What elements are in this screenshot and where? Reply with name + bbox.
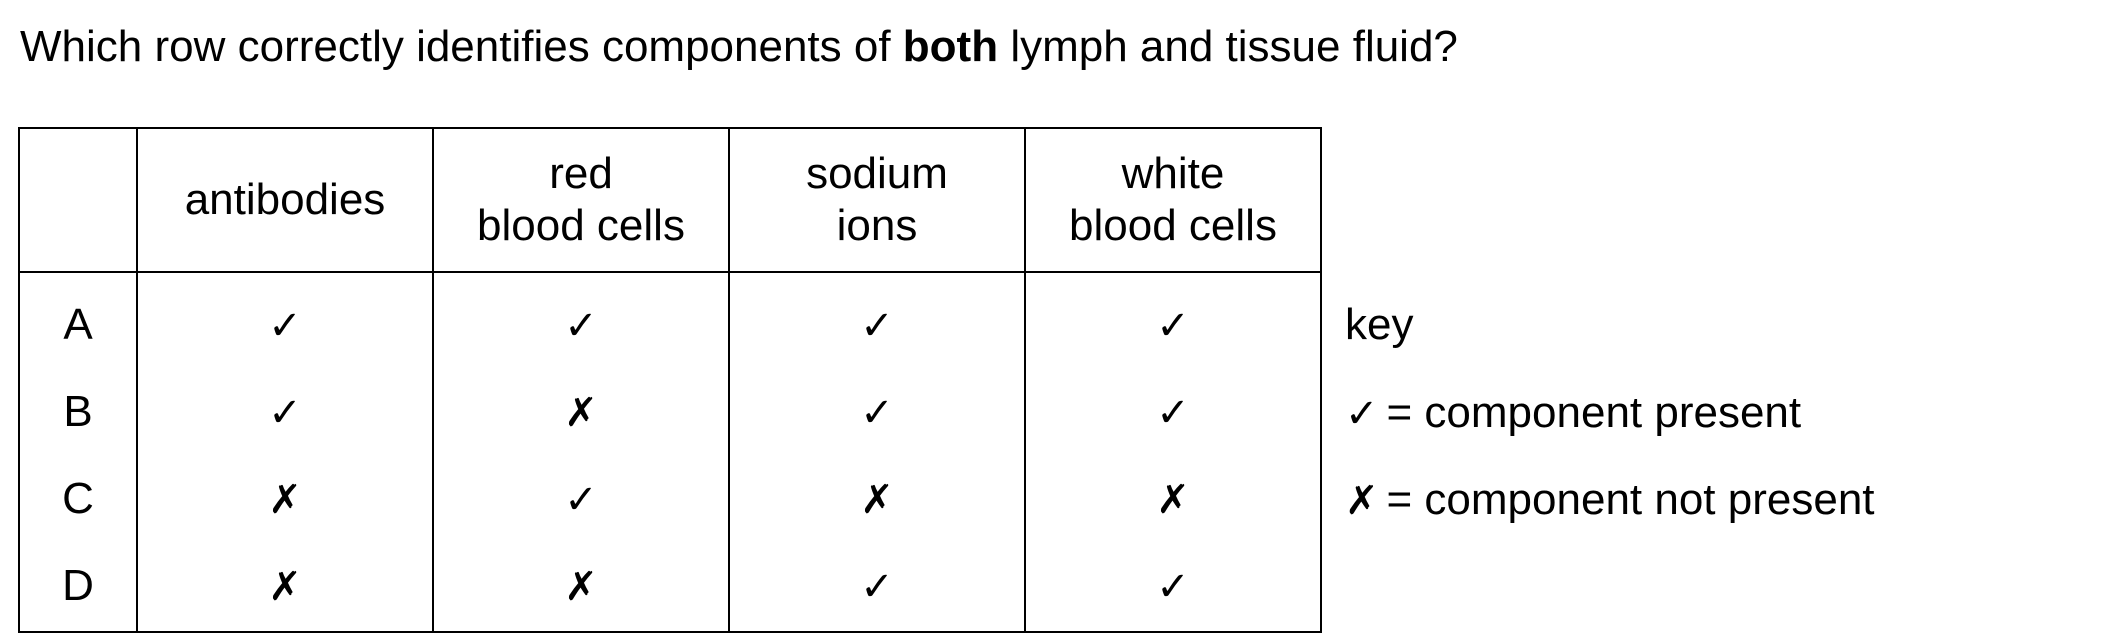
mark-icon: ✗ bbox=[564, 563, 598, 610]
row-letter: D bbox=[18, 542, 138, 633]
mark-icon: ✓ bbox=[268, 389, 302, 436]
header-red-blood-cells: red blood cells bbox=[432, 127, 730, 273]
cross-icon: ✗ bbox=[1345, 478, 1379, 524]
mark-cell: ✓ bbox=[136, 368, 434, 455]
mark-cell: ✓ bbox=[432, 455, 730, 542]
mark-cell: ✗ bbox=[1024, 455, 1322, 542]
mark-icon: ✓ bbox=[860, 389, 894, 436]
mark-icon: ✓ bbox=[564, 476, 598, 523]
mark-cell: ✓ bbox=[1024, 542, 1322, 633]
mark-icon: ✗ bbox=[564, 389, 598, 436]
table-row-d: D ✗ ✗ ✓ ✓ bbox=[18, 542, 1322, 633]
mark-icon: ✗ bbox=[860, 476, 894, 523]
table-row-c: C ✗ ✓ ✗ ✗ bbox=[18, 455, 1322, 542]
mark-cell: ✗ bbox=[728, 455, 1026, 542]
key-absent-text: = component not present bbox=[1386, 475, 1875, 524]
mark-cell: ✓ bbox=[136, 271, 434, 368]
header-white-blood-cells: white blood cells bbox=[1024, 127, 1322, 273]
header-empty-cell bbox=[18, 127, 138, 273]
header-antibodies: antibodies bbox=[136, 127, 434, 273]
key-present-entry: ✓ = component present bbox=[1345, 388, 1801, 438]
mark-cell: ✗ bbox=[136, 542, 434, 633]
mark-icon: ✗ bbox=[268, 476, 302, 523]
key-absent-entry: ✗ = component not present bbox=[1345, 475, 1875, 525]
row-letter: A bbox=[18, 271, 138, 368]
mark-cell: ✓ bbox=[728, 368, 1026, 455]
mark-icon: ✓ bbox=[1156, 389, 1190, 436]
mark-cell: ✓ bbox=[432, 271, 730, 368]
mark-cell: ✓ bbox=[1024, 271, 1322, 368]
mark-cell: ✗ bbox=[432, 542, 730, 633]
mark-icon: ✓ bbox=[860, 563, 894, 610]
table-row-a: A ✓ ✓ ✓ ✓ bbox=[18, 271, 1322, 368]
mark-cell: ✓ bbox=[728, 542, 1026, 633]
mark-icon: ✓ bbox=[860, 302, 894, 349]
row-letter: C bbox=[18, 455, 138, 542]
mark-icon: ✓ bbox=[1156, 563, 1190, 610]
question-emphasis: both bbox=[902, 22, 999, 71]
mark-cell: ✗ bbox=[136, 455, 434, 542]
question-text-end: lymph and tissue fluid? bbox=[998, 22, 1458, 71]
mark-icon: ✗ bbox=[268, 563, 302, 610]
mark-icon: ✓ bbox=[1156, 302, 1190, 349]
tick-icon: ✓ bbox=[1345, 391, 1379, 437]
key-title: key bbox=[1345, 300, 1414, 349]
mark-icon: ✓ bbox=[564, 302, 598, 349]
question-text: Which row correctly identifies component… bbox=[20, 20, 1458, 74]
mark-cell: ✗ bbox=[432, 368, 730, 455]
answer-options-table: antibodies red blood cells sodium ions whi… bbox=[18, 127, 1322, 633]
mark-icon: ✗ bbox=[1156, 476, 1190, 523]
mark-cell: ✓ bbox=[728, 271, 1026, 368]
header-sodium-ions: sodium ions bbox=[728, 127, 1026, 273]
table-row-b: B ✓ ✗ ✓ ✓ bbox=[18, 368, 1322, 455]
mark-icon: ✓ bbox=[268, 302, 302, 349]
row-letter: B bbox=[18, 368, 138, 455]
table-header-row: antibodies red blood cells sodium ions whi… bbox=[18, 127, 1322, 273]
question-text-start: Which row correctly identifies component… bbox=[20, 22, 903, 71]
mark-cell: ✓ bbox=[1024, 368, 1322, 455]
key-present-text: = component present bbox=[1386, 388, 1802, 437]
